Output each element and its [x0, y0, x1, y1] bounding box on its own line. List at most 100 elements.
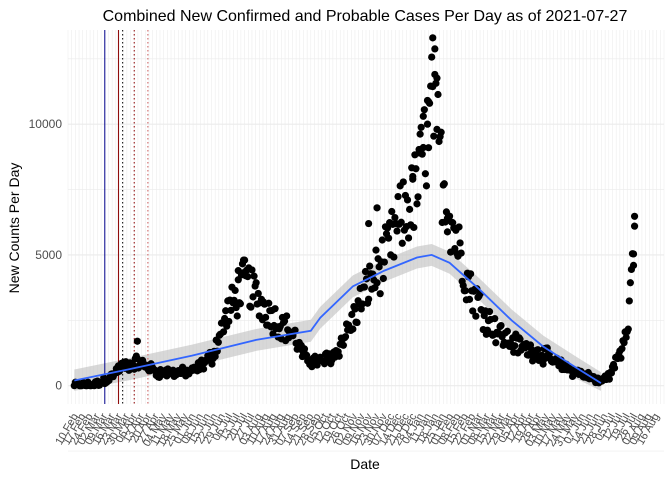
data-point — [133, 337, 141, 345]
data-point — [416, 130, 424, 138]
data-point — [335, 352, 343, 360]
data-point — [199, 365, 208, 373]
data-point — [397, 218, 405, 226]
data-point — [244, 273, 252, 281]
data-point — [365, 219, 373, 228]
data-point — [503, 327, 511, 335]
data-point — [384, 234, 393, 242]
data-point — [466, 270, 475, 278]
data-point — [511, 342, 519, 350]
loess-smooth-line — [74, 253, 602, 384]
data-point — [248, 266, 256, 274]
data-point — [379, 274, 387, 283]
data-point — [388, 207, 396, 216]
data-point — [456, 239, 464, 247]
data-point — [254, 289, 262, 298]
data-point — [214, 338, 222, 346]
data-point — [422, 182, 431, 190]
data-point — [403, 196, 412, 204]
data-point — [605, 375, 613, 383]
data-point — [534, 346, 542, 354]
data-point — [409, 172, 417, 181]
data-point — [300, 345, 309, 353]
data-point — [391, 213, 399, 222]
data-point — [393, 227, 401, 235]
data-point — [366, 262, 374, 270]
data-point — [625, 297, 633, 305]
data-point — [348, 310, 356, 319]
data-point — [420, 106, 428, 114]
data-point — [423, 120, 432, 128]
data-point — [429, 34, 437, 42]
data-point — [626, 279, 634, 287]
smooth-line — [74, 253, 602, 384]
data-point — [472, 312, 480, 320]
data-point — [236, 300, 244, 308]
data-point — [398, 239, 406, 247]
data-point — [360, 283, 369, 291]
data-point — [443, 214, 452, 222]
data-point — [234, 267, 242, 275]
data-point — [365, 295, 373, 303]
data-point — [233, 312, 241, 320]
data-point — [404, 234, 413, 242]
y-axis-ticks: 0 5000 10000 — [29, 117, 63, 393]
data-point — [410, 223, 418, 232]
data-point — [351, 305, 359, 313]
data-point — [433, 125, 441, 133]
data-point — [465, 295, 474, 303]
data-point — [629, 250, 638, 258]
data-point — [376, 290, 384, 298]
data-point — [249, 293, 257, 301]
data-point — [630, 212, 639, 220]
data-point — [425, 99, 434, 107]
y-tick-label: 0 — [55, 379, 62, 393]
data-point — [413, 200, 421, 208]
data-point — [269, 330, 277, 338]
data-point — [622, 333, 630, 341]
data-point — [473, 285, 481, 293]
data-point — [419, 143, 427, 152]
event-lines — [104, 30, 149, 404]
data-point — [624, 325, 632, 333]
data-point — [291, 326, 299, 334]
data-point — [455, 223, 463, 231]
data-point — [417, 123, 425, 131]
data-point — [492, 339, 500, 347]
data-point — [421, 170, 429, 178]
y-tick-label: 5000 — [35, 248, 62, 262]
data-point — [485, 308, 494, 316]
data-point — [419, 112, 427, 120]
data-point — [428, 53, 436, 61]
data-point — [527, 346, 536, 354]
data-point — [271, 305, 279, 313]
data-point — [252, 279, 260, 287]
data-point — [358, 300, 366, 308]
data-point — [610, 364, 619, 372]
x-axis-label: Date — [350, 456, 380, 472]
data-point — [247, 303, 255, 311]
data-point — [431, 70, 439, 79]
data-point — [406, 205, 414, 213]
data-point — [339, 341, 348, 349]
data-point — [231, 286, 239, 295]
data-point — [491, 315, 499, 323]
data-point — [265, 299, 273, 307]
data-point — [457, 249, 465, 257]
chart-title: Combined New Confirmed and Probable Case… — [103, 8, 628, 25]
data-point — [262, 313, 270, 321]
data-point — [440, 180, 448, 188]
data-point — [349, 325, 357, 333]
data-point — [629, 261, 638, 269]
data-point — [219, 328, 228, 336]
data-point — [283, 312, 291, 320]
data-point — [424, 144, 433, 152]
data-point — [239, 256, 248, 264]
data-points — [70, 34, 639, 390]
data-point — [497, 321, 505, 330]
data-point — [373, 279, 381, 287]
y-axis-label: New Counts Per Day — [6, 163, 22, 294]
